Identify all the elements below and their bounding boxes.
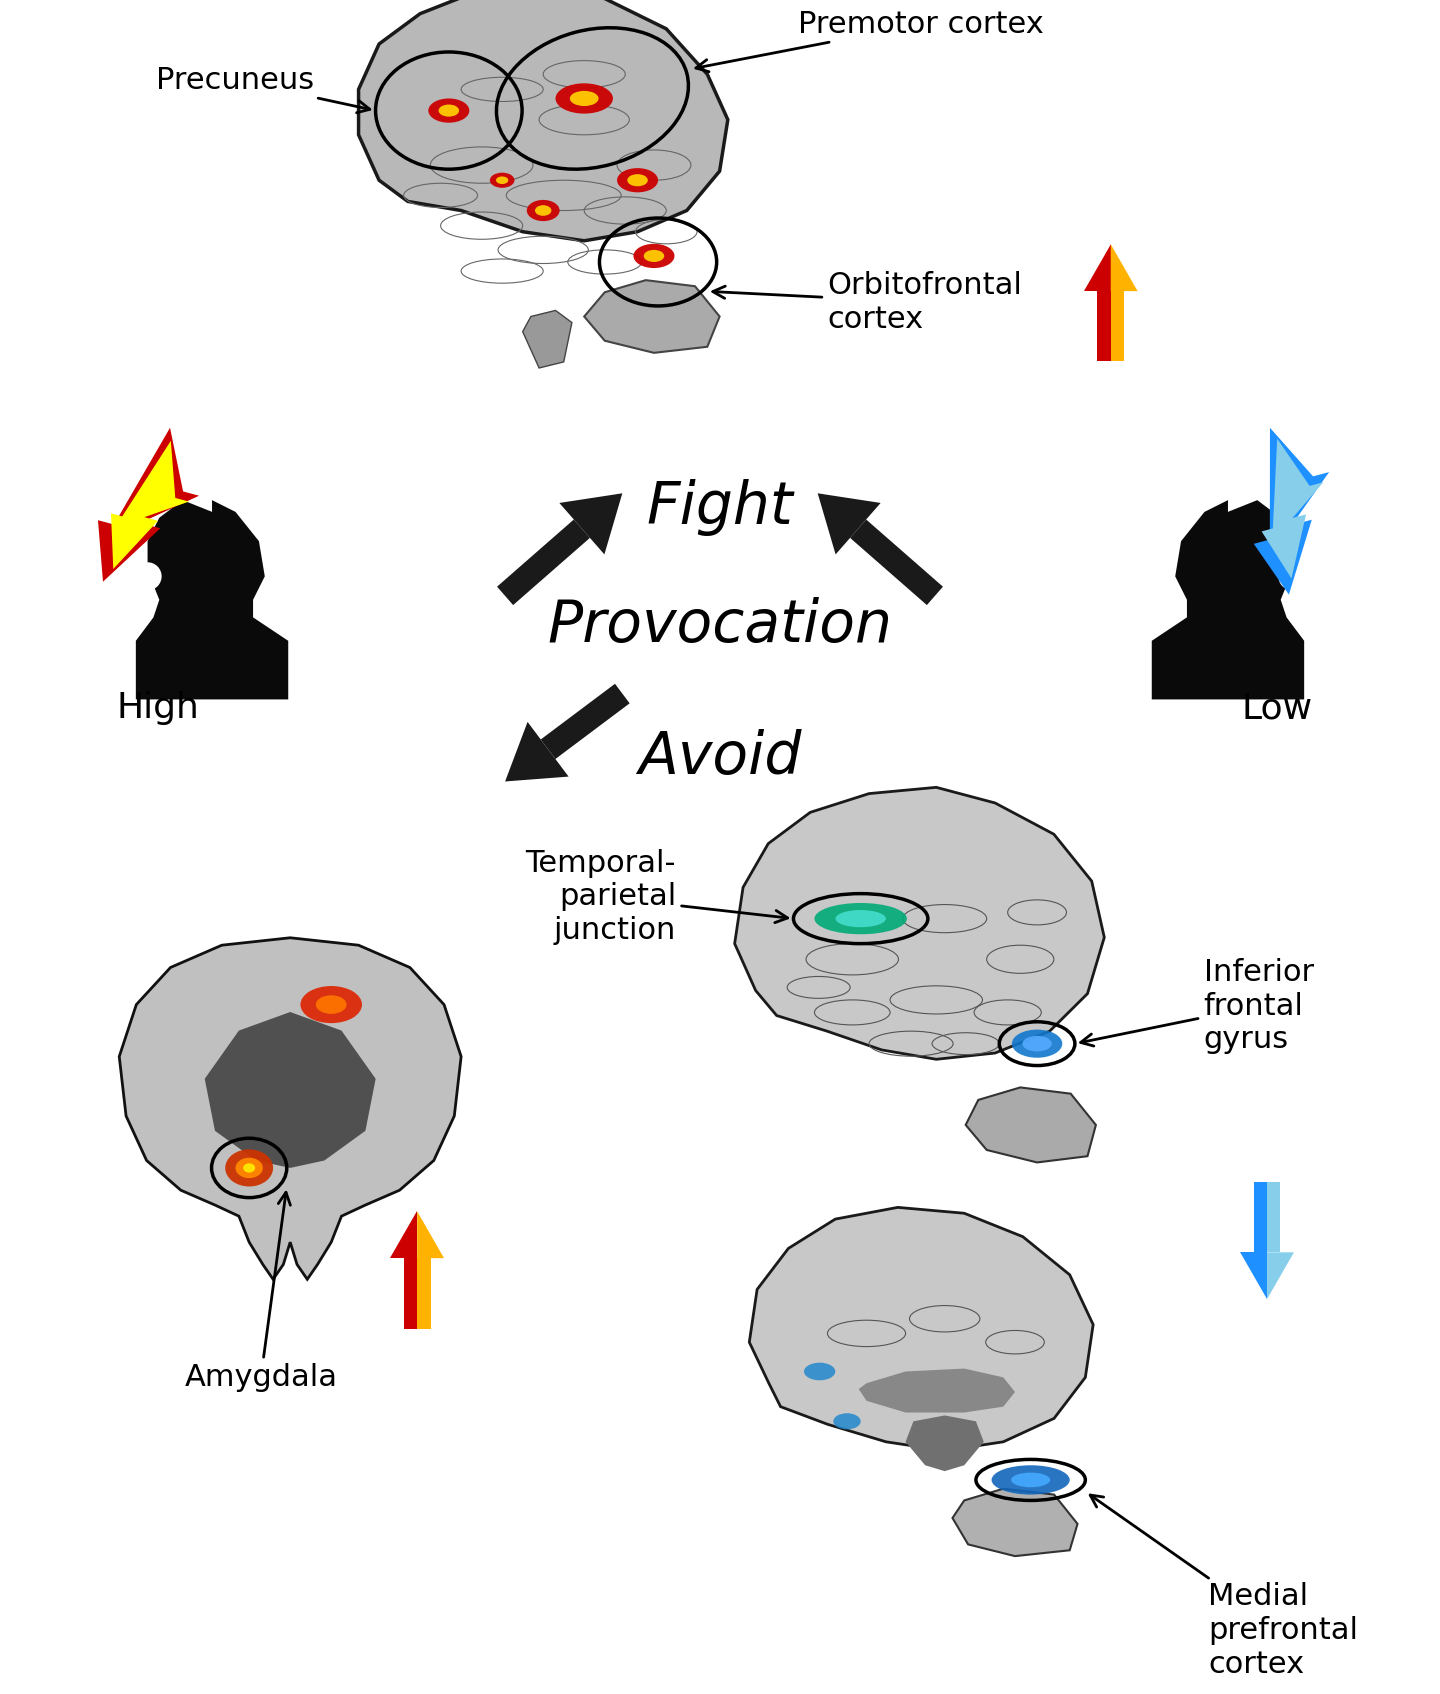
Text: High: High — [117, 691, 200, 725]
Polygon shape — [390, 1211, 418, 1259]
Ellipse shape — [628, 174, 648, 186]
Text: Premotor cortex: Premotor cortex — [696, 10, 1044, 71]
Ellipse shape — [225, 1149, 274, 1186]
Text: Fight: Fight — [647, 479, 793, 537]
Ellipse shape — [618, 168, 658, 193]
Polygon shape — [418, 1259, 431, 1328]
Polygon shape — [1097, 291, 1110, 361]
Text: Precuneus: Precuneus — [157, 66, 370, 113]
Ellipse shape — [834, 1413, 861, 1430]
Polygon shape — [966, 1088, 1096, 1162]
Polygon shape — [359, 0, 727, 241]
Polygon shape — [1110, 291, 1125, 361]
Ellipse shape — [1011, 1472, 1050, 1487]
Polygon shape — [585, 280, 720, 352]
Polygon shape — [497, 520, 590, 605]
Polygon shape — [818, 493, 881, 554]
Polygon shape — [734, 788, 1104, 1059]
Text: Avoid: Avoid — [638, 728, 802, 786]
Polygon shape — [559, 493, 622, 554]
Text: Temporal-
parietal
junction: Temporal- parietal junction — [526, 849, 788, 945]
Ellipse shape — [536, 205, 552, 215]
Polygon shape — [1267, 1182, 1280, 1252]
Ellipse shape — [815, 903, 907, 935]
Circle shape — [1279, 562, 1306, 591]
Polygon shape — [952, 1489, 1077, 1557]
Polygon shape — [204, 1011, 376, 1167]
Ellipse shape — [301, 986, 361, 1023]
Ellipse shape — [243, 1164, 255, 1172]
Ellipse shape — [1022, 1035, 1051, 1052]
Polygon shape — [403, 1259, 418, 1328]
Polygon shape — [1267, 1252, 1295, 1299]
Text: Low: Low — [1241, 691, 1312, 725]
Text: Inferior
frontal
gyrus: Inferior frontal gyrus — [1080, 959, 1313, 1054]
Text: Provocation: Provocation — [547, 596, 893, 654]
Ellipse shape — [644, 251, 664, 263]
Text: Orbitofrontal
cortex: Orbitofrontal cortex — [713, 271, 1022, 334]
Ellipse shape — [634, 244, 674, 268]
Polygon shape — [858, 1369, 1015, 1413]
Polygon shape — [98, 429, 199, 581]
Ellipse shape — [236, 1157, 264, 1177]
Ellipse shape — [428, 98, 469, 122]
Ellipse shape — [804, 1362, 835, 1381]
Polygon shape — [749, 1208, 1093, 1450]
Polygon shape — [1240, 1252, 1267, 1299]
Ellipse shape — [439, 105, 459, 117]
Ellipse shape — [495, 176, 508, 185]
Polygon shape — [523, 310, 572, 368]
Polygon shape — [1110, 244, 1138, 291]
Text: Amygdala: Amygdala — [184, 1193, 337, 1392]
Polygon shape — [120, 938, 461, 1279]
Ellipse shape — [570, 91, 599, 107]
Ellipse shape — [490, 173, 514, 188]
Polygon shape — [541, 684, 629, 759]
Ellipse shape — [1012, 1030, 1063, 1057]
Ellipse shape — [992, 1465, 1070, 1494]
Ellipse shape — [835, 910, 886, 927]
Ellipse shape — [315, 996, 347, 1015]
Polygon shape — [1084, 244, 1110, 291]
Circle shape — [134, 562, 161, 591]
Text: Medial
prefrontal
cortex: Medial prefrontal cortex — [1090, 1496, 1358, 1679]
Polygon shape — [1254, 1182, 1267, 1252]
Polygon shape — [850, 520, 943, 605]
Polygon shape — [418, 1211, 444, 1259]
Polygon shape — [135, 500, 288, 700]
Polygon shape — [1261, 439, 1323, 578]
Ellipse shape — [527, 200, 560, 222]
Polygon shape — [505, 722, 569, 781]
Polygon shape — [1152, 500, 1305, 700]
Polygon shape — [906, 1416, 984, 1470]
Polygon shape — [111, 440, 189, 569]
Polygon shape — [1254, 429, 1329, 595]
Ellipse shape — [556, 83, 613, 113]
